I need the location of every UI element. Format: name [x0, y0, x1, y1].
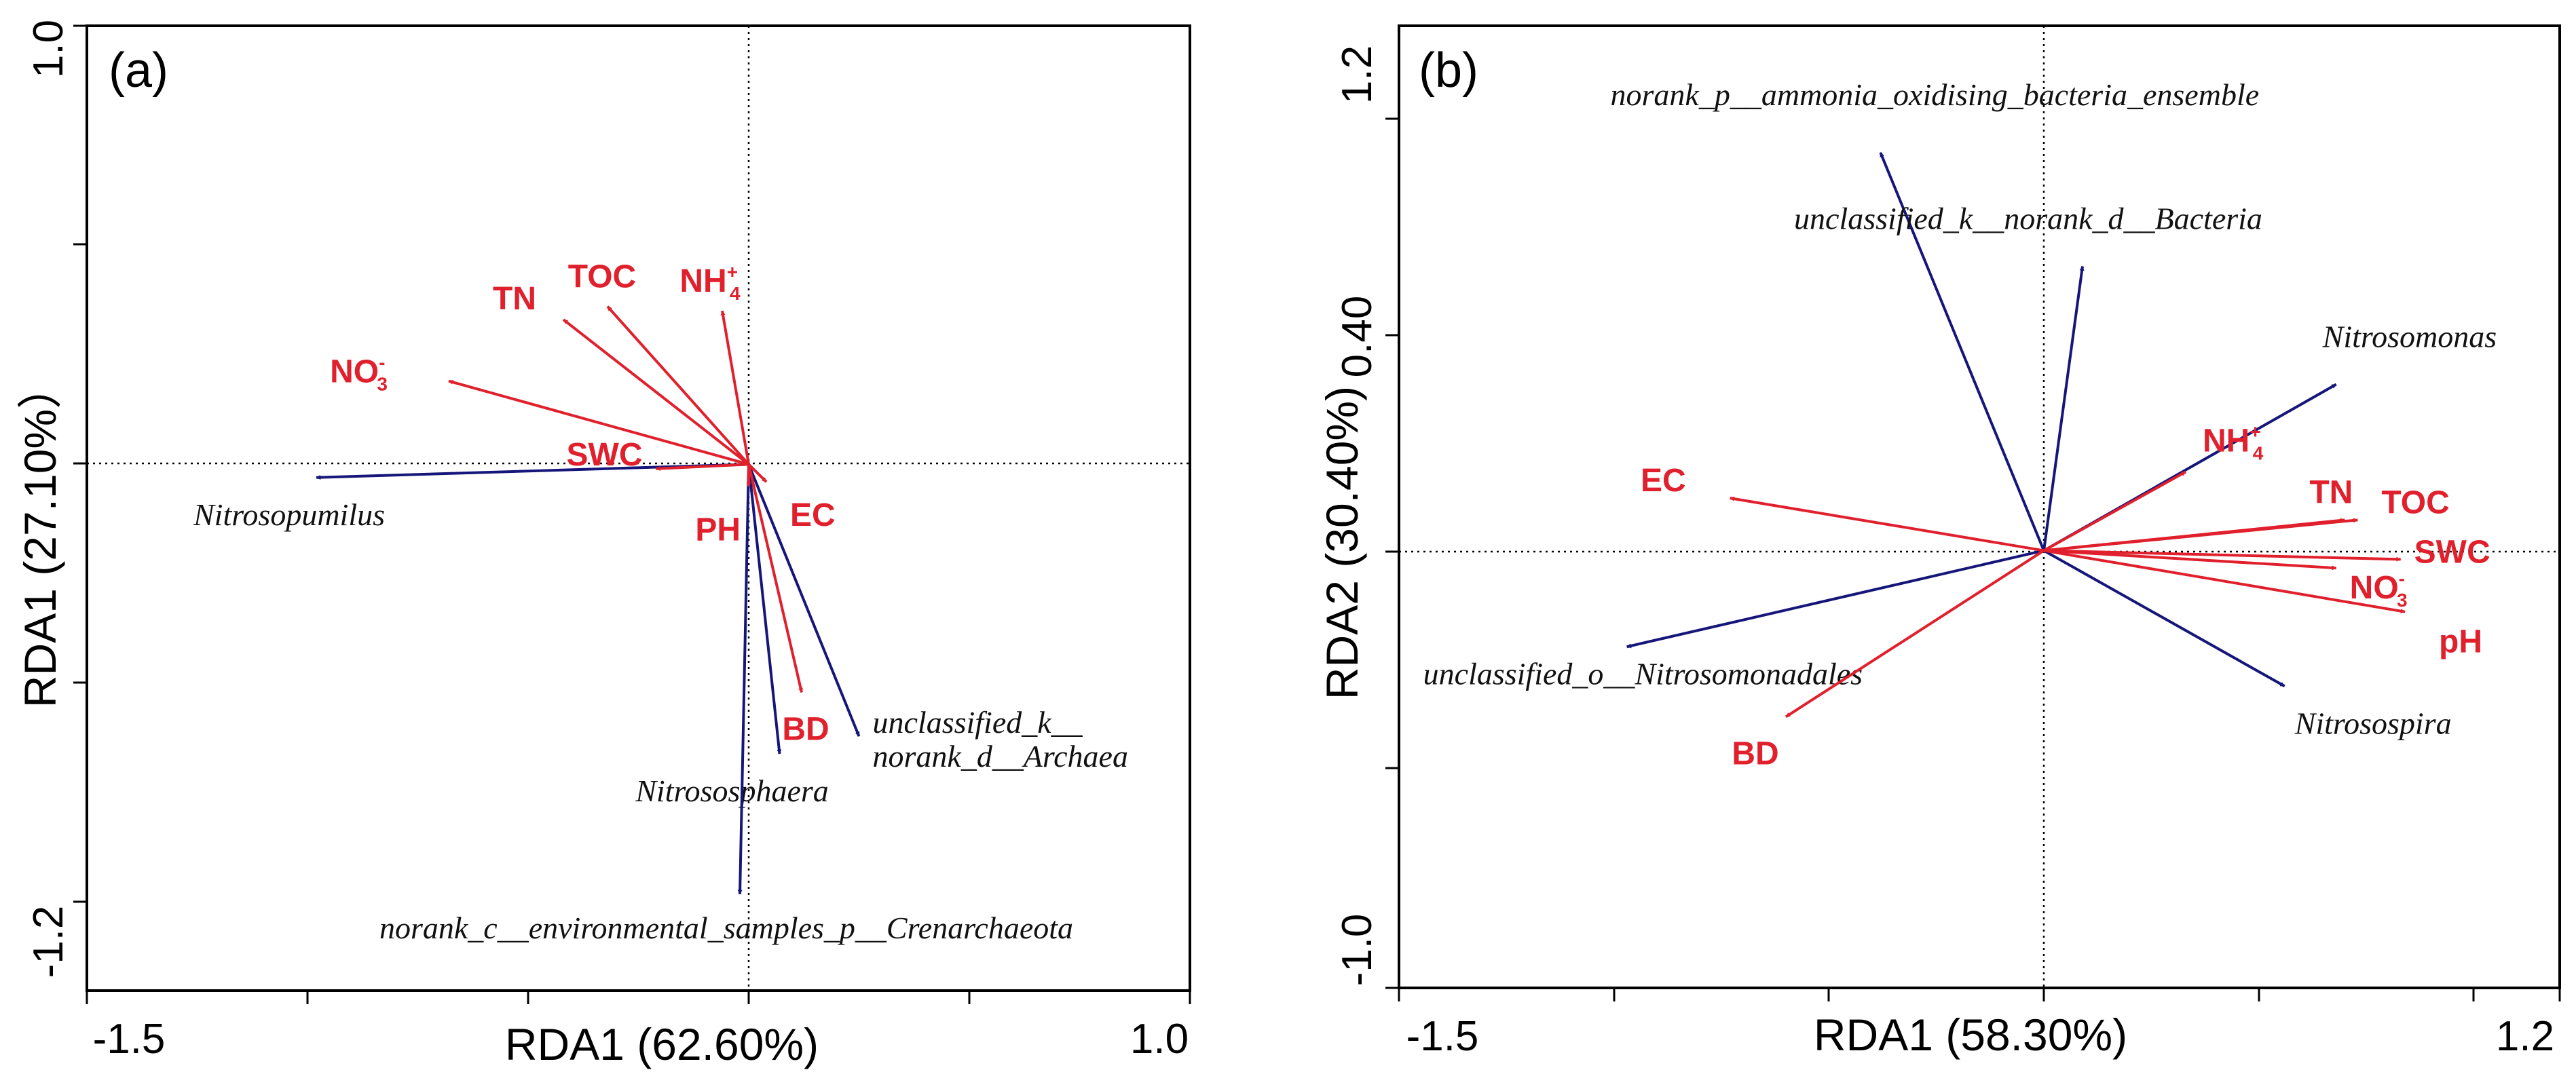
env-arrow-0-7	[747, 463, 803, 693]
species-label-0-2: unclassified_k__	[873, 705, 1083, 740]
species-arrow-0-3	[737, 464, 750, 895]
y-ticks-b	[1385, 117, 1399, 989]
env-arrow-1-4	[2043, 518, 2359, 552]
x-tick-label-b-min: -1.5	[1406, 1013, 1479, 1060]
env-arrow-1-1	[1785, 549, 2045, 719]
species-label-1-2: Nitrosomonas	[2322, 320, 2497, 354]
env-arrow-1-6	[2043, 549, 2337, 571]
x-axis-label-b: RDA1 (58.30%)	[1814, 1010, 2127, 1060]
y-tick-label-b-top: 1.2	[1334, 45, 1381, 104]
species-label-1-0: norank_p__ammonia_oxidising_bacteria_ens…	[1611, 77, 2260, 112]
env-arrow-0-3	[720, 310, 750, 465]
x-tick-label-a-max: 1.0	[1130, 1016, 1189, 1063]
env-label-1-3: TN	[2309, 474, 2353, 510]
species-label-0-3: norank_c__environmental_samples_p__Crena…	[379, 911, 1073, 945]
env-label-1-7: pH	[2439, 624, 2482, 660]
species-arrow-1-4	[2043, 549, 2285, 688]
env-label-0-2: TOC	[568, 259, 636, 295]
species-label2-0-2: norank_d__Archaea	[873, 739, 1128, 773]
species-arrow-0-2	[747, 463, 861, 737]
env-arrow-1-5	[2043, 549, 2402, 562]
env-arrow-0-0	[448, 379, 749, 466]
env-label-0-7: BD	[782, 711, 829, 747]
species-arrow-1-1	[2042, 265, 2085, 551]
env-label-0-6: EC	[790, 497, 836, 533]
vectors-b: norank_p__ammonia_oxidising_bacteria_ens…	[1423, 77, 2497, 771]
species-arrow-1-3	[1626, 549, 2045, 649]
panel-label-a: (a)	[109, 43, 168, 98]
species-label-1-3: unclassified_o__Nitrosomonadales	[1423, 656, 1863, 691]
env-label-1-2: NH+ 4	[2203, 421, 2264, 463]
y-axis-label-a: RDA1 (27.10%）	[15, 364, 65, 708]
env-label-0-5: PH	[695, 512, 741, 548]
env-arrow-1-2	[2043, 470, 2186, 552]
plot-frame-a	[86, 24, 1191, 992]
y-tick-label-a-max: 1.0	[25, 20, 72, 78]
env-label-1-6: NO-3	[2350, 568, 2408, 611]
env-arrow-1-0	[1729, 496, 2045, 552]
x-tick-label-a-min: -1.5	[93, 1016, 166, 1063]
plot-frame-b	[1398, 24, 2561, 989]
x-tick-label-b-max: 1.2	[2496, 1013, 2554, 1060]
env-label-0-4: SWC	[567, 437, 643, 473]
species-label-1-4: Nitrosospira	[2294, 706, 2452, 740]
env-arrow-1-7	[2043, 549, 2406, 614]
env-arrow-0-6	[747, 463, 768, 483]
panel-b: -1.5 1.2 1.2 0.40 -1.0 RDA1 (58.30%) RDA…	[1317, 24, 2561, 1060]
y-ticks-a	[73, 24, 87, 903]
x-ticks-b	[1398, 988, 2561, 1001]
species-label-1-1: unclassified_k__norank_d__Bacteria	[1794, 202, 2262, 236]
x-ticks-a	[86, 991, 1191, 1004]
env-label-1-4: TOC	[2381, 484, 2449, 520]
env-label-0-0: NO-3	[330, 352, 388, 395]
species-arrow-1-0	[1879, 152, 2045, 552]
env-arrow-0-4	[655, 463, 749, 472]
env-label-1-1: BD	[1732, 735, 1778, 771]
vectors-a: Nitrosopumilus Nitrososphaera unclassified…	[193, 259, 1128, 945]
x-axis-label-a: RDA1 (62.60%)	[505, 1019, 819, 1069]
panel-label-b: (b)	[1419, 43, 1478, 98]
y-tick-label-b-mid: 0.40	[1334, 296, 1381, 378]
env-label-0-3: NH+ 4	[679, 261, 741, 304]
species-label-0-1: Nitrososphaera	[635, 773, 829, 808]
y-axis-label-b: RDA2 (30.40%)	[1317, 386, 1367, 700]
env-label-1-0: EC	[1641, 463, 1686, 499]
env-arrow-0-1	[562, 318, 750, 465]
env-arrow-0-2	[606, 305, 750, 465]
env-label-0-1: TN	[493, 281, 536, 317]
y-tick-label-a-min: -1.2	[25, 906, 72, 978]
species-label-0-0: Nitrosopumilus	[193, 497, 385, 532]
env-label-1-5: SWC	[2414, 534, 2490, 570]
panel-a: -1.5 1.0 1.0 -1.2 RDA1 (62.60%) RDA1 (27…	[15, 20, 1191, 1069]
species-arrow-0-1	[747, 464, 782, 754]
y-tick-label-b-min: -1.0	[1334, 914, 1381, 987]
